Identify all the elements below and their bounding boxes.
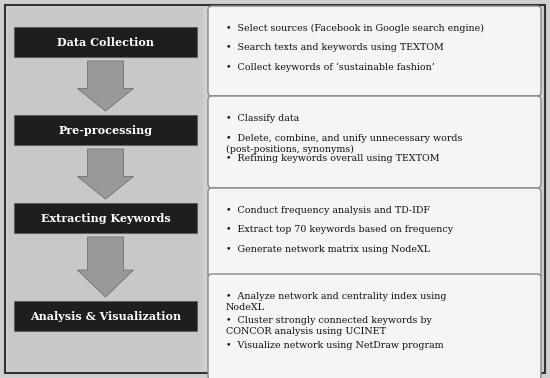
- Text: •  Cluster strongly connected keywords by
CONCOR analysis using UCINET: • Cluster strongly connected keywords by…: [226, 316, 432, 336]
- FancyBboxPatch shape: [14, 115, 197, 145]
- Text: •  Extract top 70 keywords based on frequency: • Extract top 70 keywords based on frequ…: [226, 225, 453, 234]
- Text: •  Select sources (Facebook in Google search engine): • Select sources (Facebook in Google sea…: [226, 24, 484, 33]
- Polygon shape: [78, 237, 134, 297]
- Polygon shape: [78, 149, 134, 199]
- Text: •  Search texts and keywords using TEXTOM: • Search texts and keywords using TEXTOM: [226, 43, 444, 53]
- Text: •  Analyze network and centrality index using
NodeXL: • Analyze network and centrality index u…: [226, 292, 447, 312]
- FancyBboxPatch shape: [208, 274, 541, 378]
- Text: •  Refining keywords overall using TEXTOM: • Refining keywords overall using TEXTOM: [226, 154, 439, 163]
- FancyBboxPatch shape: [14, 203, 197, 233]
- Text: •  Delete, combine, and unify unnecessary words
(post-positions, synonyms): • Delete, combine, and unify unnecessary…: [226, 134, 463, 154]
- FancyBboxPatch shape: [208, 6, 541, 96]
- Text: •  Visualize network using NetDraw program: • Visualize network using NetDraw progra…: [226, 341, 444, 350]
- Text: Extracting Keywords: Extracting Keywords: [41, 212, 170, 223]
- Text: Pre-processing: Pre-processing: [58, 124, 152, 135]
- FancyBboxPatch shape: [14, 301, 197, 331]
- Text: •  Conduct frequency analysis and TD-IDF: • Conduct frequency analysis and TD-IDF: [226, 206, 430, 215]
- FancyBboxPatch shape: [208, 96, 541, 188]
- Text: Data Collection: Data Collection: [57, 37, 154, 48]
- Text: •  Generate network matrix using NodeXL: • Generate network matrix using NodeXL: [226, 245, 430, 254]
- FancyBboxPatch shape: [208, 188, 541, 278]
- Polygon shape: [78, 61, 134, 111]
- Text: •  Collect keywords of ‘sustainable fashion’: • Collect keywords of ‘sustainable fashi…: [226, 63, 434, 72]
- FancyBboxPatch shape: [14, 27, 197, 57]
- Text: Analysis & Visualization: Analysis & Visualization: [30, 310, 181, 322]
- Bar: [8, 8, 203, 370]
- Text: •  Classify data: • Classify data: [226, 114, 299, 123]
